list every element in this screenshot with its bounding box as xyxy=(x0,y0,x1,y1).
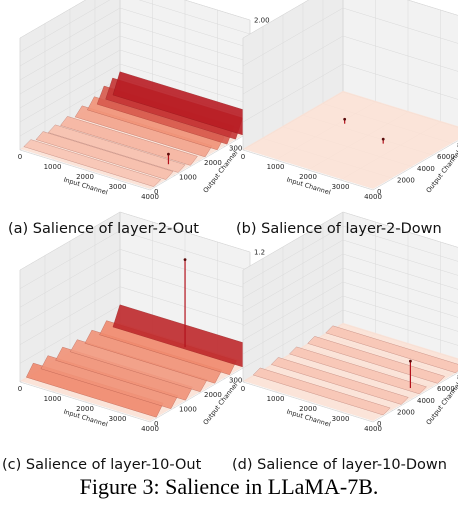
y-tick-label: 2000 xyxy=(397,176,415,184)
x-tick-label: 3000 xyxy=(109,183,127,191)
z-tick-label: 2.00 xyxy=(254,17,270,25)
x-tick-label: 1000 xyxy=(267,163,285,171)
y-tick-label: 2000 xyxy=(204,391,222,399)
salience-band xyxy=(23,139,162,187)
y-gridline xyxy=(242,38,374,191)
y-tick-label: 4000 xyxy=(417,165,435,173)
x-tick-label: 2000 xyxy=(299,405,317,413)
x-tick-label: 4000 xyxy=(364,193,382,201)
y-gridline xyxy=(242,270,374,423)
x-tick-label: 1000 xyxy=(267,395,285,403)
salience-band xyxy=(289,346,427,395)
caption-b: (b) Salience of layer-2-Down xyxy=(236,221,442,237)
salience-band xyxy=(60,116,198,166)
spike-peak xyxy=(167,152,170,156)
y-tick-label: 2000 xyxy=(204,159,222,167)
panel-a: 01000200030004000010002000300040000.000.… xyxy=(18,0,272,201)
y-tick-label: 1000 xyxy=(179,406,197,414)
x-tick-label: 3000 xyxy=(332,415,350,423)
y-tick-label: 3000 xyxy=(229,145,247,153)
surface-base xyxy=(243,90,458,189)
spike-peak xyxy=(183,258,187,261)
x-gridline xyxy=(372,140,458,191)
panel-c: 01000200030004000010002000300040000.00.2… xyxy=(18,211,272,433)
x-tick-label: 2000 xyxy=(299,173,317,181)
y-tick-label: 3000 xyxy=(229,377,247,385)
y-tick-label: 0 xyxy=(154,188,158,196)
y-gridline xyxy=(19,270,151,423)
y-tick-label: 0 xyxy=(377,188,381,196)
y-tick-label: 4000 xyxy=(417,397,435,405)
x-tick-label: 1000 xyxy=(44,163,62,171)
x-tick-label: 0 xyxy=(241,385,245,393)
x-tick-label: 3000 xyxy=(332,183,350,191)
x-tick-label: 4000 xyxy=(141,425,159,433)
salience-band xyxy=(325,325,458,374)
y-tick-label: 0 xyxy=(154,420,158,428)
panel-b: 0100020003000400002000400060008000100000… xyxy=(241,0,458,201)
x-tick-label: 4000 xyxy=(141,193,159,201)
panel-d: 0100020003000400002000400060008000100000… xyxy=(241,211,458,433)
y-tick-label: 6000 xyxy=(437,385,455,393)
x-tick-label: 3000 xyxy=(109,415,127,423)
figure-caption: Figure 3: Salience in LLaMA-7B. xyxy=(80,474,379,499)
spike-peak xyxy=(408,359,412,363)
y-gridline xyxy=(19,38,151,191)
x-tick-label: 0 xyxy=(241,153,245,161)
x-tick-label: 4000 xyxy=(364,425,382,433)
caption-c: (c) Salience of layer-10-Out xyxy=(2,457,202,473)
salience-band xyxy=(252,367,391,416)
x-gridline xyxy=(372,372,458,423)
x-tick-label: 1000 xyxy=(44,395,62,403)
caption-d: (d) Salience of layer-10-Down xyxy=(232,457,447,473)
salience-band xyxy=(47,124,186,173)
z-gridline xyxy=(19,0,251,53)
y-tick-label: 0 xyxy=(377,420,381,428)
spike-peak xyxy=(381,137,385,141)
x-tick-label: 0 xyxy=(18,385,22,393)
salience-band xyxy=(270,357,409,405)
x-tick-label: 0 xyxy=(18,153,22,161)
spike-peak xyxy=(343,117,347,121)
y-tick-label: 1000 xyxy=(179,174,197,182)
x-tick-label: 2000 xyxy=(76,173,94,181)
z-gridline xyxy=(242,0,458,39)
salience-band xyxy=(35,131,174,180)
y-tick-label: 2000 xyxy=(397,408,415,416)
z-gridline xyxy=(19,0,251,39)
caption-a: (a) Salience of layer-2-Out xyxy=(8,221,199,237)
x-tick-label: 2000 xyxy=(76,405,94,413)
y-tick-label: 6000 xyxy=(437,153,455,161)
z-tick-label: 1.2 xyxy=(254,249,265,257)
